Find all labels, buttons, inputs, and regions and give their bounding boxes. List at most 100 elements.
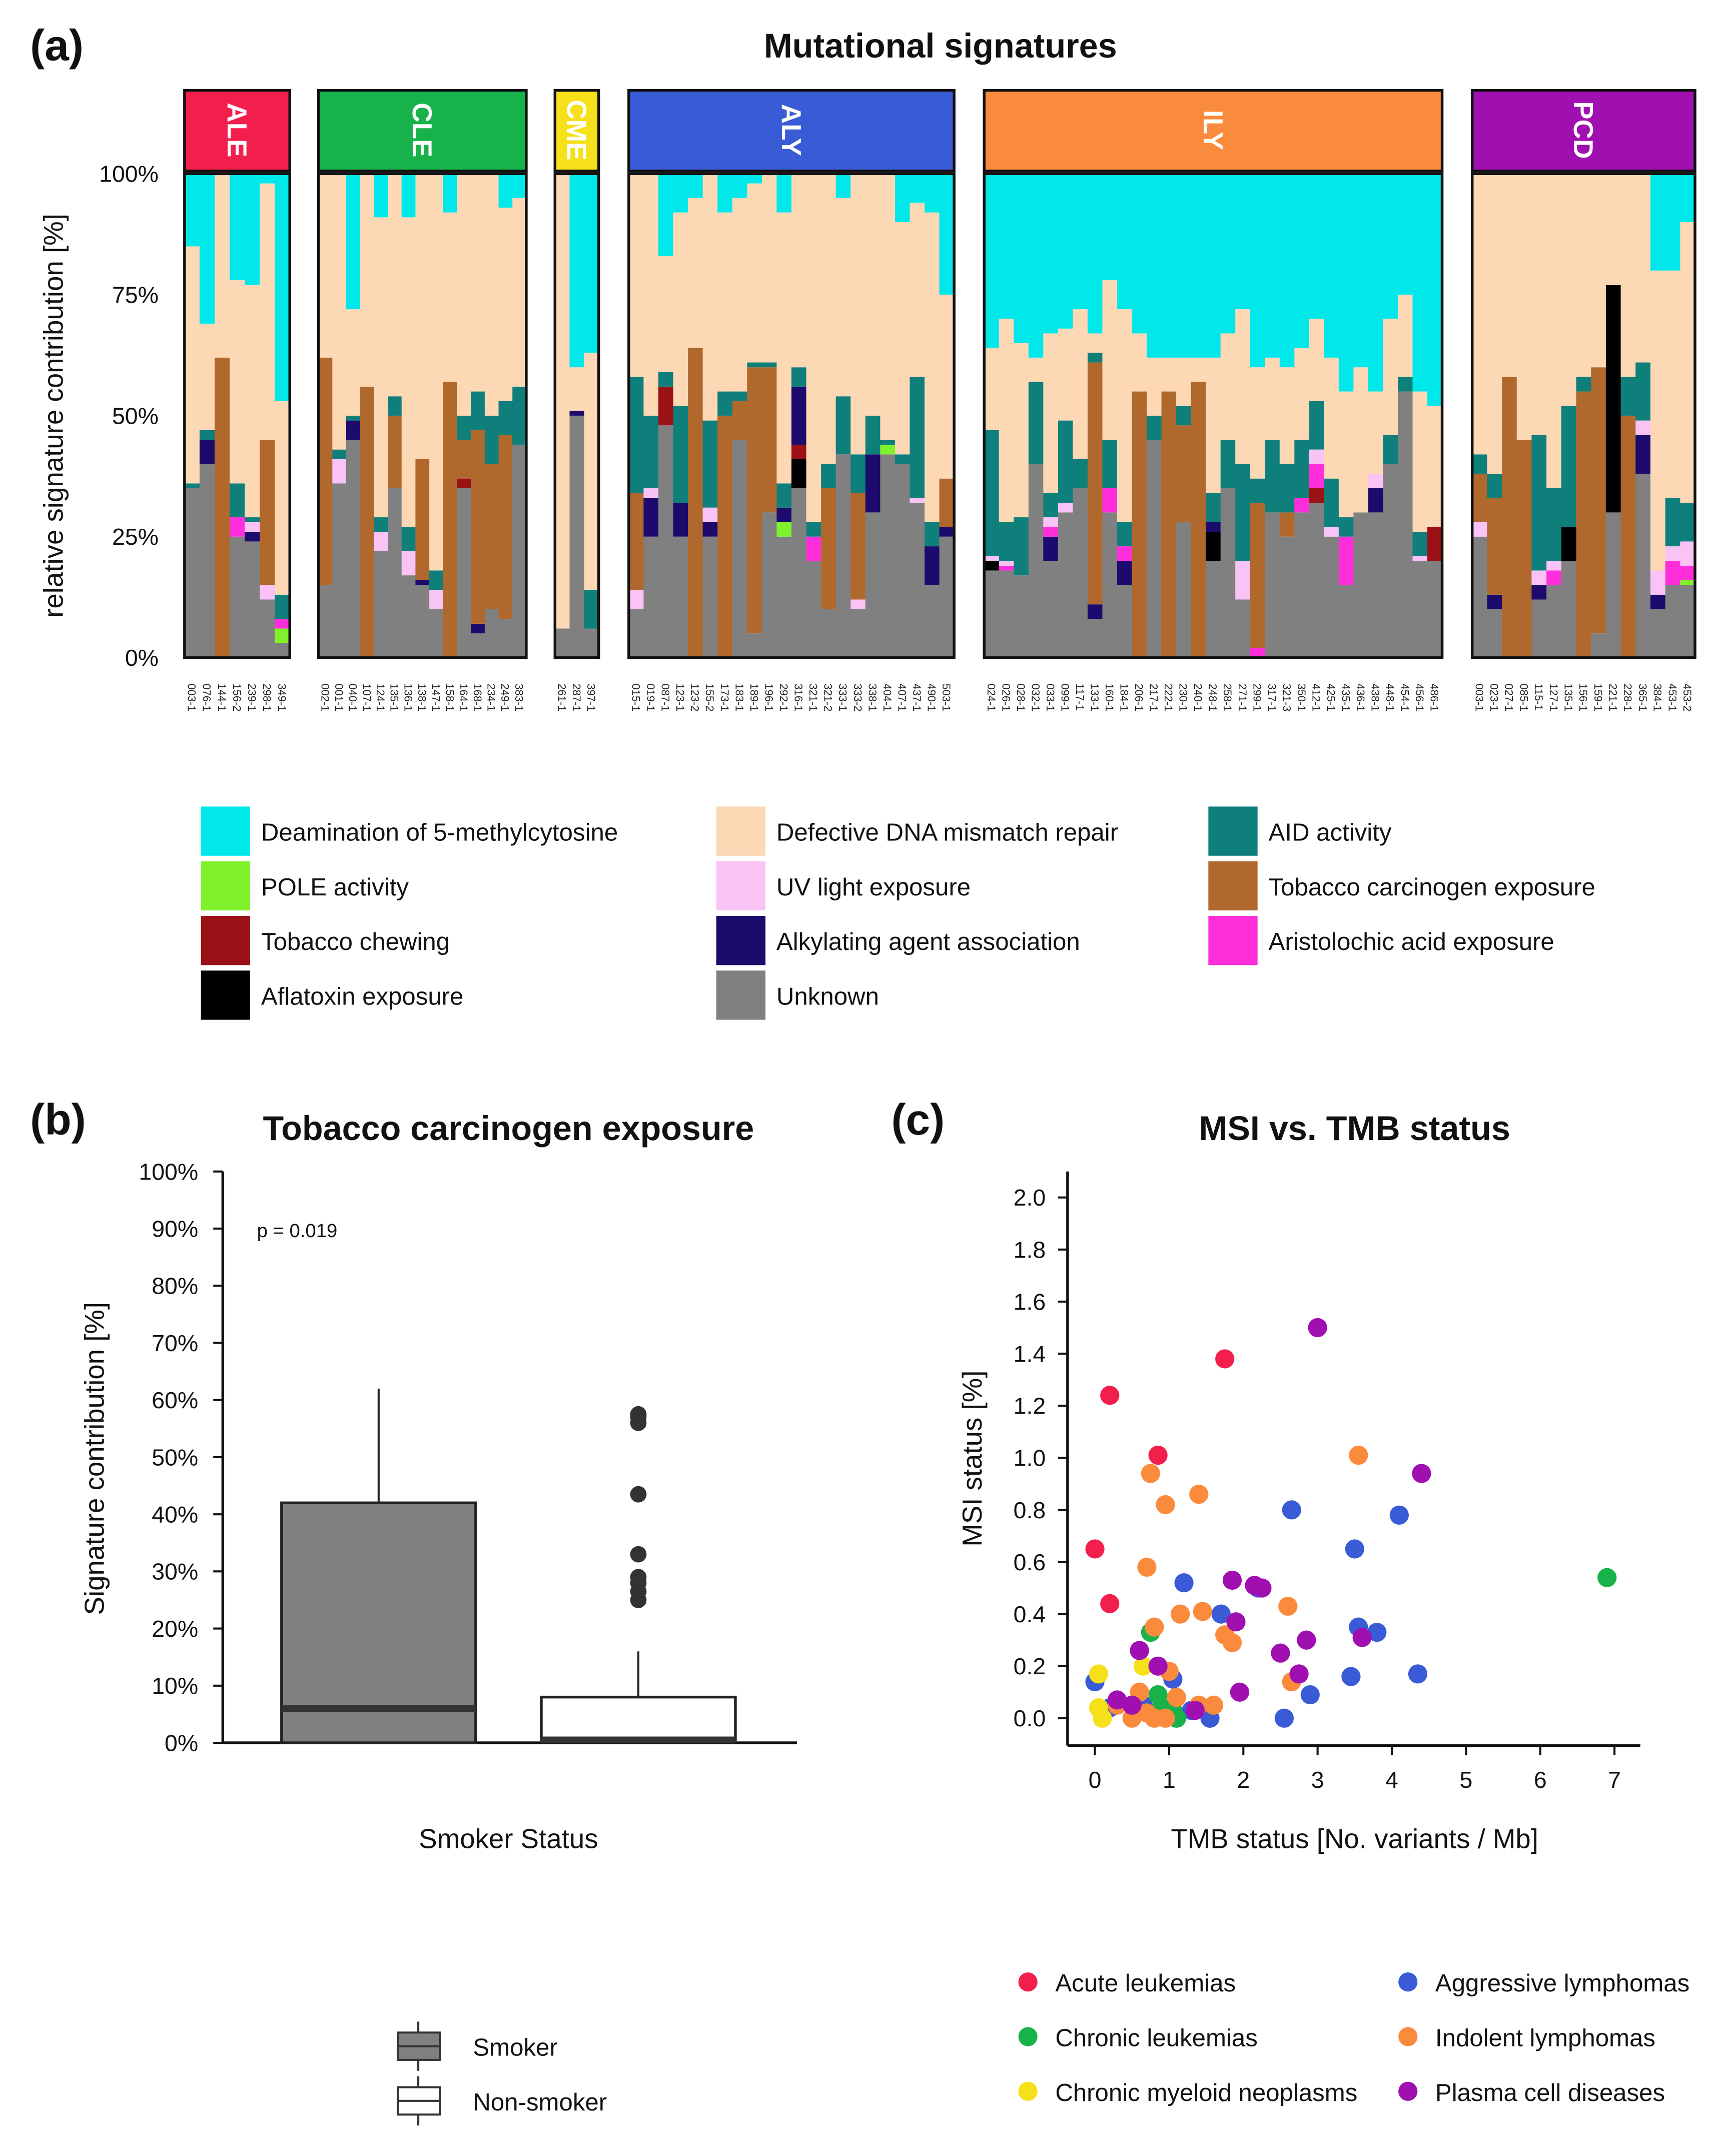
sample-label: 155-2	[703, 683, 716, 711]
bar-segment-unknown	[865, 512, 881, 658]
sample-label: 287-1	[570, 683, 583, 711]
scatter-point	[1189, 1485, 1209, 1504]
bar-segment-aristolochic	[1309, 464, 1325, 489]
bar-segment-dmmr	[939, 295, 955, 479]
bar-segment-unknown	[1324, 536, 1339, 658]
bar-segment-unknown	[1206, 561, 1221, 658]
bar-segment-aid	[1014, 517, 1029, 576]
bar-segment-aristolochic	[275, 619, 291, 629]
bar-segment-unknown	[1279, 536, 1295, 658]
bar-segment-unknown	[1176, 522, 1192, 658]
sample-label: 333-1	[836, 683, 849, 711]
legend-item-pole: POLE activity	[201, 861, 409, 911]
sample-label: 261-1	[556, 683, 568, 711]
scatter-point	[1137, 1557, 1157, 1577]
chart-a-y-axis: 0% 25% 50% 75% 100%	[99, 161, 159, 671]
y-tick-label: 1.2	[1014, 1393, 1046, 1419]
chart-a-legend: Deamination of 5-methylcytosine Defective…	[201, 806, 1595, 1020]
bar-segment-dmmr	[1605, 174, 1621, 285]
bar-segment-aid	[821, 464, 836, 489]
sample-label: 184-1	[1118, 683, 1131, 711]
bar-segment-alkylating	[245, 532, 261, 542]
legend-label: Tobacco carcinogen exposure	[1269, 873, 1595, 901]
bar-segment-aid	[880, 440, 896, 445]
bar-segment-deamination	[673, 174, 689, 213]
legend-marker	[1398, 1972, 1418, 1992]
legend-item-alkylating: Alkylating agent association	[716, 915, 1080, 965]
outlier-point	[630, 1406, 647, 1423]
y-tick-label: 1.6	[1014, 1289, 1046, 1315]
bar-segment-tobacco	[457, 440, 472, 479]
legend-marker	[1018, 2081, 1038, 2101]
bar-segment-uv	[1472, 522, 1488, 537]
legend-swatch	[201, 970, 251, 1020]
scatter-point	[1193, 1602, 1212, 1621]
legend-label: AID activity	[1269, 819, 1392, 846]
sample-label: 221-1	[1607, 683, 1619, 711]
bar-segment-deamination	[747, 174, 762, 184]
group-header	[553, 89, 600, 173]
box-smoker	[280, 1388, 477, 1744]
bar-segment-tobacco	[1132, 391, 1148, 658]
bar-segment-aid	[1235, 464, 1251, 561]
bar-segment-deamination	[275, 174, 291, 401]
y-tick-label: 1.4	[1014, 1341, 1046, 1367]
sample-label: 124-1	[374, 683, 387, 711]
bar-segment-unknown	[1014, 575, 1029, 658]
scatter-point	[1349, 1445, 1368, 1465]
bar-segment-aid	[275, 594, 291, 619]
sample-label: 397-1	[585, 683, 597, 711]
sample-label: 123-2	[689, 683, 701, 711]
group-header	[317, 89, 528, 173]
bar-segment-deamination	[1073, 174, 1089, 310]
bar-segment-unknown	[1368, 512, 1384, 658]
bar-segment-aid	[1620, 377, 1636, 416]
bar-segment-unknown	[1235, 599, 1251, 658]
bar-segment-dmmr	[1147, 357, 1162, 416]
sample-label: 160-1	[1103, 683, 1116, 711]
bar-segment-uv	[643, 488, 659, 498]
bar-segment-deamination	[999, 174, 1015, 319]
bar-segment-dmmr	[984, 348, 1000, 430]
bar-segment-unknown	[1058, 512, 1074, 658]
bar-segment-alkylating	[702, 522, 718, 537]
scatter-point	[1222, 1633, 1242, 1652]
bar-segment-alkylating	[939, 527, 955, 537]
bar-segment-deamination	[1265, 174, 1280, 358]
bar-segment-dmmr	[850, 174, 866, 455]
bar-segment-dmmr	[457, 174, 472, 416]
bar-segment-dmmr	[643, 174, 659, 416]
bar-segment-aid	[776, 483, 792, 508]
scatter-point	[1222, 1570, 1242, 1590]
group-frame	[183, 172, 291, 659]
bar-segment-aid	[484, 415, 499, 464]
bar-segment-unknown	[401, 575, 416, 658]
sample-label: 321-1	[807, 683, 819, 711]
legend-item-aflatoxin: Aflatoxin exposure	[201, 970, 463, 1020]
sample-label: 133-1	[1088, 683, 1101, 711]
legend-item-chronic-myeloid-neoplasms: Chronic myeloid neoplasms	[1018, 2079, 1357, 2106]
scatter-point	[1274, 1708, 1294, 1728]
bar-segment-aid	[673, 406, 689, 503]
bar-segment-aid	[1635, 362, 1651, 421]
bar-segment-unknown	[658, 425, 674, 658]
bar-segment-alkylating	[1368, 488, 1384, 513]
y-tick-label: 50%	[152, 1444, 198, 1470]
sample-label: 350-1	[1295, 683, 1308, 711]
legend-marker	[1018, 2027, 1038, 2046]
bar-segment-aid	[1397, 377, 1413, 392]
bar-segment-unknown	[776, 536, 792, 658]
y-tick-label: 0.4	[1014, 1601, 1046, 1627]
bar-segment-dmmr	[484, 174, 499, 416]
bar-segment-dmmr	[415, 174, 430, 459]
bar-segment-aid	[1294, 440, 1310, 498]
bar-segment-dmmr	[1176, 357, 1192, 406]
bar-segment-deamination	[688, 174, 703, 198]
bar-segment-aid	[1576, 377, 1592, 392]
legend-label: Acute leukemias	[1055, 1969, 1236, 1997]
bar-segment-dmmr	[1132, 333, 1148, 392]
bar-segment-unknown	[1605, 512, 1621, 658]
bar-segment-uv	[1324, 527, 1339, 537]
bar-segment-unknown	[318, 585, 333, 658]
y-tick-label: 100%	[99, 161, 159, 187]
